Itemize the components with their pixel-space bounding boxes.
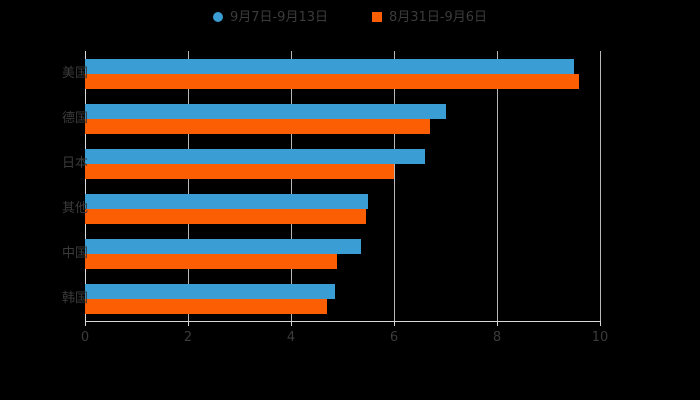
- x-axis-tick-0: [85, 321, 86, 326]
- bar[interactable]: [85, 74, 579, 89]
- chart-legend: 9月7日-9月13日 8月31日-9月6日: [0, 0, 700, 34]
- x-axis-tick-label: 2: [183, 330, 193, 345]
- y-axis-category-label: 韩国: [61, 291, 88, 306]
- legend-entry-series-a[interactable]: 9月7日-9月13日: [212, 9, 328, 25]
- square-marker-icon: [372, 12, 382, 22]
- x-axis-tick-label: 4: [286, 330, 296, 345]
- bar[interactable]: [85, 149, 425, 164]
- bar[interactable]: [85, 104, 446, 119]
- gridline-x-2: [188, 51, 189, 321]
- y-axis-category-label: 德国: [61, 111, 88, 126]
- bar[interactable]: [85, 284, 335, 299]
- bar[interactable]: [85, 164, 394, 179]
- y-axis-category-label: 中国: [61, 246, 88, 261]
- legend-entry-series-b[interactable]: 8月31日-9月6日: [372, 11, 487, 24]
- x-axis-tick-label: 6: [389, 330, 399, 345]
- circle-marker-icon: [212, 12, 223, 22]
- gridline-x-10: [600, 51, 601, 321]
- x-axis-tick-label: 10: [591, 330, 609, 345]
- gridline-x-4: [291, 51, 292, 321]
- x-axis-tick-label: 8: [492, 330, 502, 345]
- gridline-x-0: [85, 51, 86, 321]
- gridline-x-8: [497, 51, 498, 321]
- gridline-x-6: [394, 51, 395, 321]
- y-axis-category-label: 美国: [61, 66, 88, 81]
- x-axis-line: [85, 321, 601, 322]
- x-axis-tick-10: [600, 321, 601, 326]
- legend-label-series-a: 9月7日-9月13日: [229, 9, 328, 25]
- bar[interactable]: [85, 239, 361, 254]
- y-axis-category-label: 其他: [61, 201, 88, 216]
- x-axis-tick-6: [394, 321, 395, 326]
- bar[interactable]: [85, 119, 430, 134]
- plot-area: [85, 51, 601, 321]
- y-axis-category-label: 日本: [61, 156, 88, 171]
- x-axis-tick-4: [291, 321, 292, 326]
- bar[interactable]: [85, 59, 574, 74]
- bar[interactable]: [85, 194, 368, 209]
- legend-label-series-b: 8月31日-9月6日: [389, 9, 488, 25]
- bar[interactable]: [85, 254, 337, 269]
- x-axis-tick-8: [497, 321, 498, 326]
- bar[interactable]: [85, 209, 366, 224]
- x-axis-tick-label: 0: [80, 330, 90, 345]
- x-axis-tick-2: [188, 321, 189, 326]
- bar[interactable]: [85, 299, 327, 314]
